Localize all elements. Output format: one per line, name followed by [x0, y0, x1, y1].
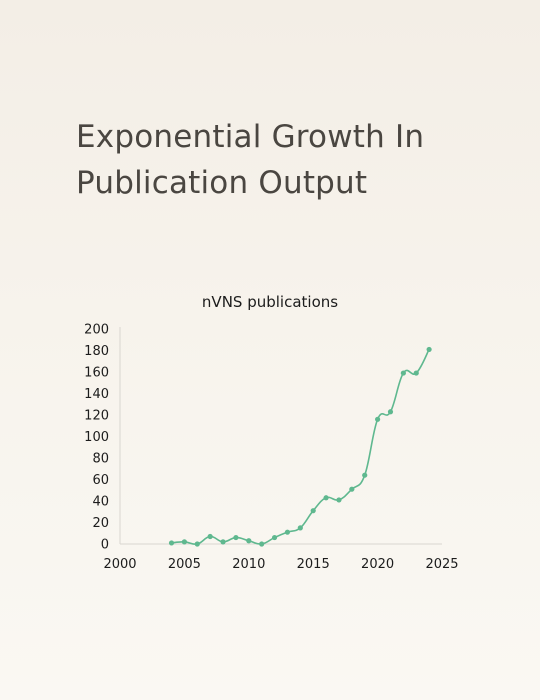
data-point: [413, 370, 419, 376]
data-point: [336, 497, 342, 503]
y-tick-label: 200: [84, 323, 109, 338]
x-tick-label: 2000: [103, 557, 136, 572]
x-tick-label: 2005: [168, 557, 201, 572]
y-tick-label: 160: [84, 366, 109, 381]
y-tick-label: 140: [84, 387, 109, 402]
x-tick-label: 2015: [297, 557, 330, 572]
data-point: [181, 539, 187, 545]
data-point: [375, 416, 381, 422]
y-tick-label: 80: [92, 452, 109, 467]
data-point: [233, 534, 239, 541]
y-tick-label: 180: [84, 344, 109, 359]
y-tick-label: 20: [92, 516, 109, 531]
data-point: [194, 541, 200, 547]
page-title: Exponential Growth In Publication Output: [76, 119, 425, 201]
data-point: [297, 525, 303, 531]
chart-container: nVNS publications 0 20 40 60 80 100 120 140 160 18…: [0, 280, 540, 580]
data-point: [259, 541, 265, 547]
data-point: [220, 539, 226, 545]
x-tick-label: 2025: [425, 557, 458, 572]
y-tick-label: 60: [92, 473, 109, 488]
x-tick-label: 2010: [232, 557, 265, 572]
data-point: [207, 533, 213, 540]
series-line: [171, 349, 430, 546]
data-point: [246, 538, 252, 544]
data-point: [271, 534, 278, 541]
data-point: [426, 346, 432, 353]
chart-title: nVNS publications: [202, 293, 338, 311]
data-point: [284, 529, 291, 535]
x-tick-label: 2020: [361, 557, 394, 572]
y-tick-label: 40: [92, 495, 109, 510]
y-tick-label: 120: [84, 409, 109, 424]
line-chart: nVNS publications 0 20 40 60 80 100 120 140 160 18…: [84, 293, 458, 572]
y-tick-label: 100: [84, 430, 109, 445]
data-point: [387, 409, 394, 415]
data-point: [400, 370, 406, 376]
data-point: [362, 472, 368, 478]
data-point: [323, 495, 329, 501]
y-tick-label: 0: [101, 538, 109, 553]
data-point: [168, 540, 175, 546]
data-point: [349, 486, 355, 492]
data-point: [310, 508, 316, 514]
